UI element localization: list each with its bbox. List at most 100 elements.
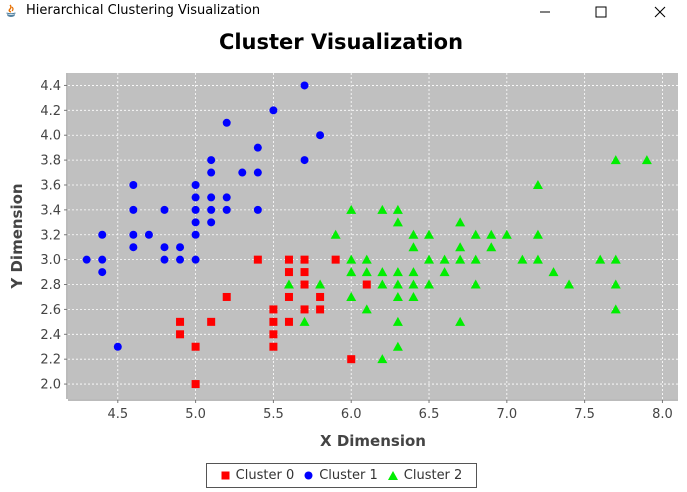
- cluster-2-point: [392, 217, 403, 227]
- cluster-1-point: [300, 156, 309, 165]
- y-tick-label: 2.8: [40, 278, 61, 293]
- cluster-2-point: [315, 279, 326, 289]
- cluster-2-point: [532, 254, 543, 264]
- cluster-1-point: [191, 255, 200, 264]
- y-tick-label: 2.0: [40, 378, 61, 393]
- cluster-0-point: [300, 305, 309, 314]
- cluster-2-point: [532, 229, 543, 239]
- cluster-1-point: [253, 168, 262, 177]
- y-tick-label: 4.4: [40, 79, 61, 94]
- cluster-2-point: [392, 204, 403, 214]
- cluster-2-point: [408, 242, 419, 252]
- y-axis-label: Y Dimension: [8, 183, 26, 289]
- cluster-0-point: [269, 342, 278, 351]
- legend-label: Cluster 2: [403, 468, 463, 483]
- y-tick-label: 3.6: [40, 178, 61, 193]
- cluster-1-point: [207, 156, 216, 165]
- cluster-0-point: [347, 355, 356, 364]
- cluster-2-point: [346, 204, 357, 214]
- cluster-2-point: [377, 267, 388, 277]
- cluster-2-point: [377, 204, 388, 214]
- cluster-1-point: [98, 268, 107, 277]
- cluster-2-point: [408, 279, 419, 289]
- cluster-2-point: [641, 155, 652, 165]
- cluster-2-point: [392, 341, 403, 351]
- cluster-2-point: [424, 279, 435, 289]
- cluster-2-point: [361, 254, 372, 264]
- cluster-2-point: [408, 291, 419, 301]
- cluster-2-point: [564, 279, 575, 289]
- cluster-2-point: [470, 229, 481, 239]
- cluster-2-point: [346, 254, 357, 264]
- cluster-1-point: [160, 205, 169, 214]
- cluster-0-point: [269, 317, 278, 326]
- cluster-2-point: [299, 316, 310, 326]
- cluster-0-point: [284, 268, 293, 277]
- cluster-2-point: [455, 254, 466, 264]
- y-tick-label: 2.6: [40, 303, 61, 318]
- cluster-0-point: [331, 255, 340, 264]
- legend-label: Cluster 1: [319, 468, 378, 483]
- cluster-2-point: [377, 279, 388, 289]
- cluster-1-point: [207, 205, 216, 214]
- x-tick-label: 6.0: [341, 407, 362, 422]
- x-tick-label: 6.5: [419, 407, 440, 422]
- cluster-1-point: [176, 255, 185, 264]
- cluster-1-point: [207, 193, 216, 202]
- y-tick-label: 3.8: [40, 154, 61, 169]
- cluster-1-point: [176, 243, 185, 252]
- cluster-2-point: [392, 316, 403, 326]
- circle-marker-icon: [304, 471, 313, 480]
- y-tick-label: 4.0: [40, 129, 61, 144]
- x-tick-label: 8.0: [652, 407, 673, 422]
- x-tick-label: 5.5: [263, 407, 284, 422]
- cluster-2-point: [455, 217, 466, 227]
- cluster-1-point: [191, 230, 200, 239]
- java-app-icon: [6, 4, 16, 17]
- cluster-1-point: [82, 255, 91, 264]
- cluster-2-point: [408, 229, 419, 239]
- chart-title: Cluster Visualization: [218, 30, 464, 54]
- cluster-2-point: [610, 279, 621, 289]
- cluster-1-point: [253, 143, 262, 152]
- y-tick-label: 3.4: [40, 203, 61, 218]
- triangle-marker-icon: [387, 471, 398, 480]
- cluster-1-point: [98, 255, 107, 264]
- square-marker-icon: [221, 471, 230, 480]
- cluster-0-point: [269, 330, 278, 339]
- plot-area: [68, 73, 678, 399]
- cluster-1-point: [222, 118, 231, 127]
- cluster-0-point: [207, 317, 216, 326]
- cluster-1-point: [300, 81, 309, 90]
- legend: Cluster 0 Cluster 1 Cluster 2: [206, 463, 477, 488]
- cluster-1-point: [113, 342, 122, 351]
- cluster-1-point: [129, 205, 138, 214]
- cluster-2-point: [361, 304, 372, 314]
- close-button[interactable]: [637, 0, 683, 24]
- cluster-2-point: [424, 229, 435, 239]
- cluster-0-point: [316, 292, 325, 301]
- cluster-1-point: [191, 218, 200, 227]
- cluster-0-point: [176, 330, 185, 339]
- cluster-2-point: [486, 242, 497, 252]
- cluster-0-point: [176, 317, 185, 326]
- y-tick-label: 4.2: [40, 104, 61, 119]
- cluster-1-point: [191, 180, 200, 189]
- cluster-0-point: [191, 342, 200, 351]
- cluster-0-point: [284, 317, 293, 326]
- cluster-1-point: [269, 106, 278, 115]
- cluster-1-point: [316, 131, 325, 140]
- x-tick-label: 7.5: [574, 407, 595, 422]
- y-tick-label: 3.0: [40, 253, 61, 268]
- legend-item-cluster-1: Cluster 1: [304, 468, 378, 483]
- cluster-0-point: [253, 255, 262, 264]
- maximize-icon: [595, 6, 607, 18]
- cluster-0-point: [300, 280, 309, 289]
- cluster-1-point: [98, 230, 107, 239]
- cluster-0-point: [284, 255, 293, 264]
- x-tick-label: 4.5: [107, 407, 128, 422]
- minimize-button[interactable]: [522, 0, 568, 24]
- maximize-button[interactable]: [578, 0, 624, 24]
- y-tick-label: 2.2: [40, 353, 61, 368]
- legend-item-cluster-2: Cluster 2: [387, 468, 463, 483]
